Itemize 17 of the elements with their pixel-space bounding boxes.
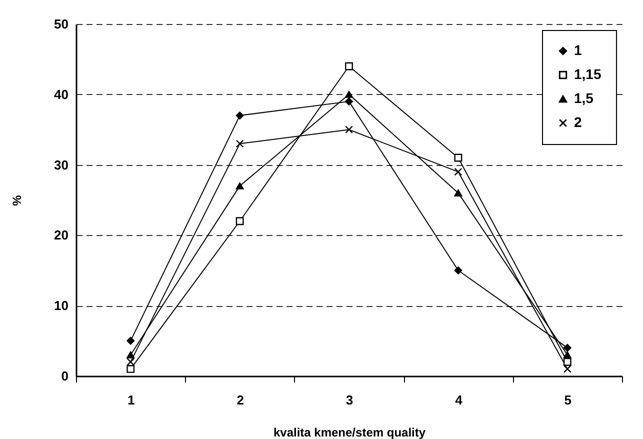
x-tick-label: 4 — [455, 392, 464, 408]
y-tick-label: 20 — [54, 228, 68, 243]
legend-label: 1 — [574, 42, 582, 58]
legend-label: 1,5 — [574, 90, 594, 106]
x-axis-title: kvalita kmene/stem quality — [273, 426, 426, 439]
x-tick-label: 1 — [127, 392, 135, 408]
legend-label: 2 — [574, 114, 582, 130]
y-tick-label: 0 — [61, 368, 68, 384]
legend-label: 1,15 — [574, 66, 602, 82]
y-tick-label: 30 — [54, 157, 68, 172]
y-tick-label: 10 — [54, 298, 68, 314]
y-tick-label: 40 — [54, 86, 68, 102]
y-tick-label: 50 — [54, 16, 68, 32]
x-tick-label: 5 — [564, 392, 572, 408]
y-axis-title: % — [10, 194, 24, 206]
x-tick-label: 2 — [236, 392, 244, 408]
x-tick-label: 3 — [346, 392, 354, 408]
